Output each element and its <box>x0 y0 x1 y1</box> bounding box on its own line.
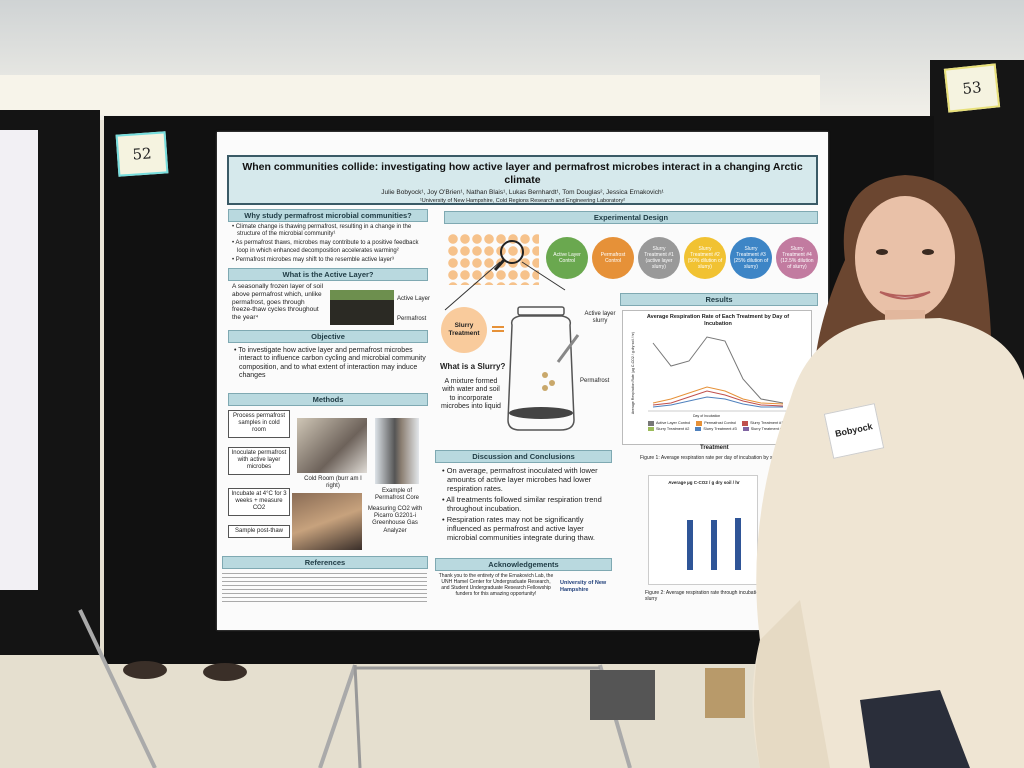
legend-entry: Active Layer Control <box>648 421 690 426</box>
caption: Example of Permafrost Core <box>374 488 419 502</box>
chart-title: Average µg C-CO2 / g dry soil / hr <box>668 480 740 485</box>
treatment-circle: Slurry Treatment #4 (12.5% dilution of s… <box>776 237 818 279</box>
legs-background <box>705 668 745 718</box>
label: Permafrost <box>580 378 610 384</box>
paragraph: A seasonally frozen layer of soil above … <box>232 283 324 322</box>
board-number: 53 <box>943 63 1001 113</box>
legend-entry: Permafrost Control <box>696 421 736 426</box>
board-number: 52 <box>115 131 169 177</box>
authors: Julie Bobyock¹, Joy O'Brien¹, Nathan Bla… <box>381 189 664 197</box>
method-step: Sample post-thaw <box>228 525 290 539</box>
treatment-circle: Slurry Treatment #1 (active layer slurry… <box>638 237 680 279</box>
label: Active Layer <box>397 296 431 302</box>
bullet: As permafrost thaws, microbes may contri… <box>230 240 426 254</box>
caption: Cold Room (burr am I right) <box>304 476 362 490</box>
sample-grid <box>447 233 539 285</box>
treatment-circle: Slurry Treatment #3 (25% dilution of slu… <box>730 237 772 279</box>
figure-caption: Figure 1: Average respiration rate per d… <box>640 455 816 461</box>
bar-shape <box>711 520 717 570</box>
bar-shape <box>735 518 741 570</box>
section-heading: Acknowledgements <box>435 558 612 571</box>
bullet-list: Climate change is thawing permafrost, re… <box>230 224 426 266</box>
label: Permafrost <box>397 316 427 322</box>
treatment-row: Active Layer Control Permafrost Control Sl… <box>546 237 822 283</box>
label: Active layer slurry <box>584 311 616 325</box>
bullet: Respiration rates may not be significant… <box>440 515 612 542</box>
left-poster <box>0 130 38 590</box>
legend: Active Layer Control Permafrost Control Sl… <box>648 421 813 432</box>
equals-sign <box>492 326 504 332</box>
photo-core <box>375 418 419 484</box>
right-board <box>930 60 1024 410</box>
chart-2: Average µg C-CO2 / g dry soil / hr <box>648 475 758 585</box>
slurry-circle: Slurry Treatment <box>441 307 487 353</box>
caption: Measuring CO2 with Picarro G2201-i Green… <box>367 506 423 534</box>
series-line <box>652 386 784 405</box>
legend-entry: Slurry Treatment #4 <box>742 426 784 432</box>
photo-analyzer <box>292 493 362 550</box>
chart-1: Average Respiration Rate of Each Treatme… <box>622 310 812 445</box>
method-step: Inoculate permafrost with active layer m… <box>228 447 290 475</box>
chart-title: Average Respiration Rate of Each Treatme… <box>646 314 790 327</box>
section-heading: References <box>222 556 428 569</box>
legend-entry: Slurry Treatment #2 <box>648 426 689 432</box>
logo: University of New Hampshire <box>560 580 607 593</box>
section-heading: Experimental Design <box>444 211 818 224</box>
method-step: Process permafrost samples in cold room <box>228 410 290 438</box>
bullet: On average, permafrost inoculated with l… <box>440 466 612 493</box>
paragraph: Thank you to the entirety of the Ernakov… <box>438 573 554 597</box>
axis-title: Treatment <box>700 445 729 451</box>
section-heading: Methods <box>228 393 428 406</box>
answer: A mixture formed with water and soil to … <box>441 378 501 411</box>
active-layer-graphic <box>330 290 394 300</box>
poster-title: When communities collide: investigating … <box>242 161 803 186</box>
easel-leg <box>353 664 362 768</box>
photo-cold-room <box>297 418 367 473</box>
bar-shape <box>687 520 693 570</box>
easel-leg <box>318 664 357 768</box>
legend-entry: Slurry Treatment #3 <box>695 426 737 432</box>
treatment-circle: Slurry Treatment #2 (50% dilution of slu… <box>684 237 726 279</box>
section-heading: Discussion and Conclusions <box>435 450 612 463</box>
references-text <box>222 570 427 602</box>
method-step: Incubate at 4°C for 3 weeks + measure CO… <box>228 488 290 516</box>
bullet: All treatments followed similar respirat… <box>440 495 612 513</box>
section-heading: Objective <box>228 330 428 343</box>
bullet: Climate change is thawing permafrost, re… <box>230 224 426 238</box>
title-banner: When communities collide: investigating … <box>227 155 818 205</box>
shoe <box>203 663 247 681</box>
axis-label: Day of Incubation <box>693 414 721 418</box>
light-strip <box>0 75 820 115</box>
section-heading: Why study permafrost microbial communiti… <box>228 209 428 222</box>
section-heading: Results <box>620 293 818 306</box>
bullet: Permafrost microbes may shift to the res… <box>230 257 426 264</box>
treatment-circle: Permafrost Control <box>592 237 634 279</box>
permafrost-graphic <box>330 300 394 325</box>
section-heading: What is the Active Layer? <box>228 268 428 281</box>
legs-background <box>590 670 655 720</box>
easel-leg <box>78 609 157 768</box>
legend-entry: Slurry Treatment #1 <box>742 421 783 426</box>
treatment-circle: Active Layer Control <box>546 237 588 279</box>
bullet-list: On average, permafrost inoculated with l… <box>440 466 612 544</box>
figure-caption: Figure 2: Average respiration rate throu… <box>645 590 811 602</box>
question: What is a Slurry? <box>440 362 506 371</box>
shoe <box>123 661 167 679</box>
paragraph: To investigate how active layer and perm… <box>232 347 426 381</box>
affiliation: ¹University of New Hampshire, Cold Regio… <box>419 197 626 204</box>
